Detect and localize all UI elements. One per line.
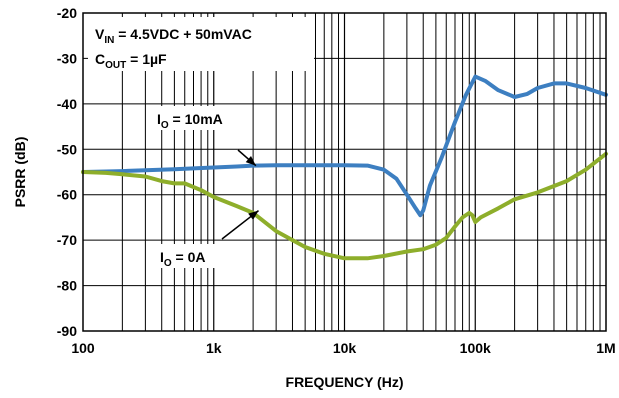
conditions-box [88, 17, 314, 71]
y-tick-label: -60 [57, 187, 77, 203]
series-label-box-0a [154, 244, 242, 268]
x-tick-label: 100 [71, 340, 95, 356]
y-tick-label: -40 [57, 96, 77, 112]
series-line-10ma [81, 74, 608, 218]
label-10ma-main: I [157, 111, 161, 127]
vin-main: V [95, 26, 105, 42]
vin-rest: = 4.5VDC + 50mVAC [114, 26, 251, 42]
cout-rest: = 1µF [126, 51, 167, 67]
condition-cout: COUT = 1µF [95, 51, 167, 71]
series-label-10ma: IO = 10mA [157, 111, 223, 131]
arrow-0a-head [248, 210, 259, 220]
x-tick-label: 1k [206, 340, 222, 356]
series-label-box-10ma [151, 106, 249, 130]
plot-frame [82, 12, 607, 332]
y-tick-label: -30 [57, 50, 77, 66]
cout-main: C [95, 51, 105, 67]
y-tick-label: -90 [57, 323, 77, 339]
label-10ma-rest: = 10mA [169, 111, 223, 127]
series-line-0a [81, 151, 608, 261]
y-tick-label: -80 [57, 278, 77, 294]
condition-vin: VIN = 4.5VDC + 50mVAC [95, 26, 252, 46]
tick-layer: 100 1k 10k 100k 1M -20 -30 -40 -50 -60 -70 -80 -90 [57, 5, 616, 356]
series-layer [81, 74, 608, 261]
label-0a-main: I [160, 249, 164, 265]
label-0a-sub: O [164, 258, 172, 269]
x-axis-title: FREQUENCY (Hz) [286, 374, 404, 390]
y-tick-label: -70 [57, 232, 77, 248]
y-tick-label: -20 [57, 5, 77, 21]
y-tick-label: -50 [57, 141, 77, 157]
cout-sub: OUT [105, 60, 126, 71]
x-tick-label: 10k [333, 340, 357, 356]
x-tick-label: 1M [596, 340, 615, 356]
series-label-0a: IO = 0A [160, 249, 206, 269]
vin-sub: IN [104, 35, 114, 46]
y-axis-title: PSRR (dB) [12, 137, 28, 208]
x-tick-label: 100k [460, 340, 491, 356]
arrow-10ma-head [245, 156, 256, 166]
label-10ma-sub: O [161, 120, 169, 131]
label-0a-rest: = 0A [172, 249, 206, 265]
